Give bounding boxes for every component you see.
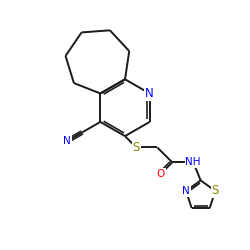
Text: N: N xyxy=(182,186,190,196)
Text: N: N xyxy=(63,136,71,146)
Text: O: O xyxy=(157,169,165,179)
Text: NH: NH xyxy=(186,157,201,167)
Text: N: N xyxy=(145,87,154,100)
Text: S: S xyxy=(212,184,219,198)
Text: S: S xyxy=(133,141,140,154)
